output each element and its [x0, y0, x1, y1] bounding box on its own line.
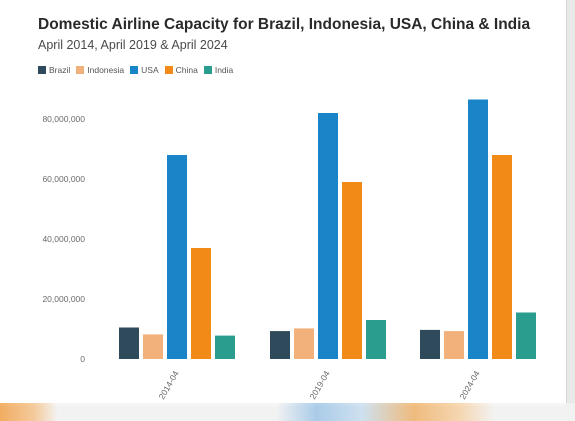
bar-indonesia-2024-04: [444, 331, 464, 359]
bottom-color-strip: [0, 403, 575, 421]
bar-china-2024-04: [492, 155, 512, 359]
legend-item-usa: USA: [130, 65, 159, 75]
x-tick-label: 2014-04: [156, 369, 180, 401]
legend-swatch: [203, 66, 212, 74]
bar-india-2024-04: [516, 312, 536, 359]
legend-swatch: [164, 66, 173, 74]
legend-label: India: [214, 65, 234, 75]
bar-usa-2024-04: [468, 99, 488, 359]
legend-label: China: [175, 65, 198, 75]
y-tick-label: 60,000,000: [42, 174, 85, 184]
legend-item-brazil: Brazil: [38, 65, 70, 75]
chart-legend: Brazil Indonesia USA China India: [38, 65, 233, 75]
legend-swatch: [38, 66, 46, 74]
x-tick-label: 2019-04: [307, 369, 331, 401]
bar-brazil-2014-04: [119, 327, 139, 359]
x-tick-label: 2024-04: [457, 369, 481, 401]
legend-item-china: China: [164, 65, 198, 75]
chart-title: Domestic Airline Capacity for Brazil, In…: [38, 16, 531, 33]
y-tick-label: 20,000,000: [42, 294, 85, 304]
bar-indonesia-2014-04: [143, 334, 163, 359]
chart-subtitle: April 2014, April 2019 & April 2024: [38, 38, 228, 52]
bar-india-2014-04: [215, 335, 235, 359]
bar-brazil-2024-04: [420, 329, 440, 359]
bar-usa-2014-04: [167, 155, 187, 359]
legend-label: Indonesia: [87, 65, 125, 75]
bar-brazil-2019-04: [270, 331, 290, 359]
legend-item-indonesia: Indonesia: [76, 65, 124, 75]
bar-china-2014-04: [191, 248, 211, 359]
bar-india-2019-04: [366, 320, 386, 359]
legend-swatch: [130, 66, 139, 74]
legend-label: USA: [141, 65, 159, 75]
bar-china-2019-04: [342, 182, 362, 359]
bar-usa-2019-04: [318, 113, 338, 359]
y-tick-label: 0: [80, 354, 85, 364]
legend-swatch: [76, 66, 85, 74]
legend-label: Brazil: [49, 65, 71, 75]
legend-item-india: India: [203, 65, 234, 75]
y-tick-label: 80,000,000: [42, 114, 85, 124]
bar-indonesia-2019-04: [294, 328, 314, 359]
y-tick-label: 40,000,000: [42, 234, 85, 244]
